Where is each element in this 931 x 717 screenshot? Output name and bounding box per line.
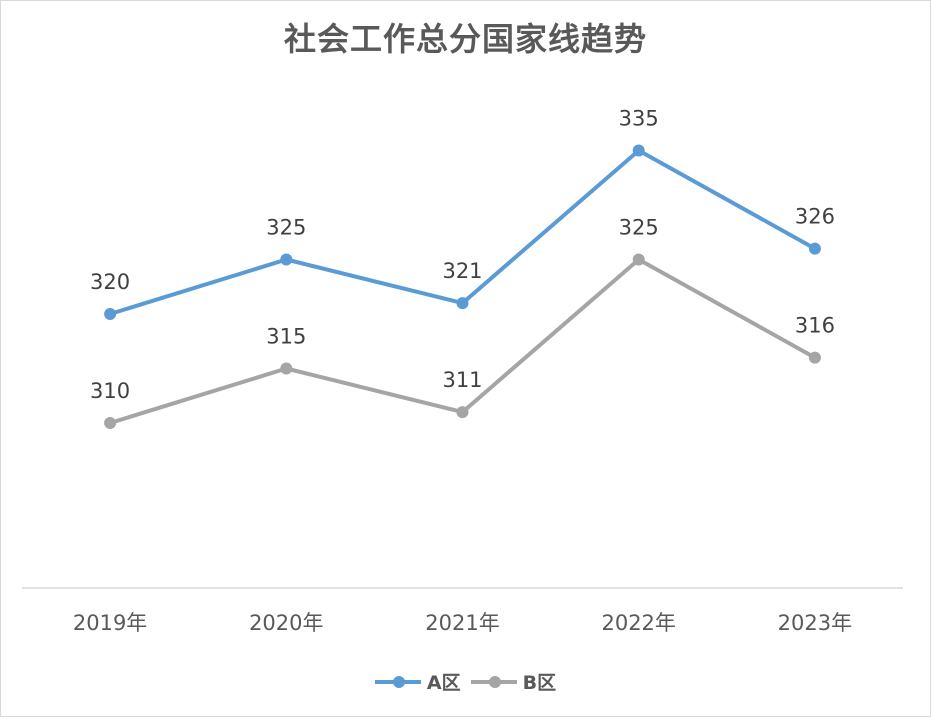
legend-swatch-b (470, 675, 517, 688)
legend-swatch-a (374, 675, 421, 688)
x-tick-label: 2022年 (601, 611, 675, 635)
data-point (104, 308, 117, 320)
data-point (808, 351, 821, 364)
data-label: 335 (619, 107, 659, 131)
data-point (280, 362, 293, 375)
legend-dot-b (488, 675, 501, 688)
data-label: 320 (90, 270, 130, 294)
data-label: 315 (266, 325, 306, 349)
data-point (280, 253, 293, 266)
data-label: 325 (266, 216, 306, 240)
x-tick-label: 2023年 (778, 611, 852, 635)
legend-item-a: A区 (374, 668, 461, 695)
legend-dot-a (392, 675, 405, 688)
data-point (456, 406, 469, 419)
data-point (632, 144, 645, 157)
data-label: 310 (90, 379, 130, 403)
legend-item-b: B区 (470, 668, 557, 695)
x-tick-label: 2019年 (73, 611, 147, 635)
data-label: 325 (619, 216, 659, 240)
data-label: 311 (442, 368, 482, 392)
data-point (808, 242, 821, 255)
data-label: 316 (795, 314, 835, 338)
data-label: 326 (795, 205, 835, 229)
chart-title: 社会工作总分国家线趋势 (283, 20, 647, 58)
data-label: 321 (442, 259, 482, 283)
legend: A区 B区 (0, 668, 931, 695)
data-point (104, 417, 117, 429)
x-tick-label: 2020年 (249, 611, 323, 635)
legend-label-a: A区 (426, 672, 461, 694)
series-line-1 (108, 257, 817, 425)
x-tick-label: 2021年 (425, 611, 499, 635)
legend-label-b: B区 (522, 672, 557, 694)
series-line-0 (108, 148, 817, 316)
data-point (456, 297, 469, 310)
data-point (632, 253, 645, 266)
